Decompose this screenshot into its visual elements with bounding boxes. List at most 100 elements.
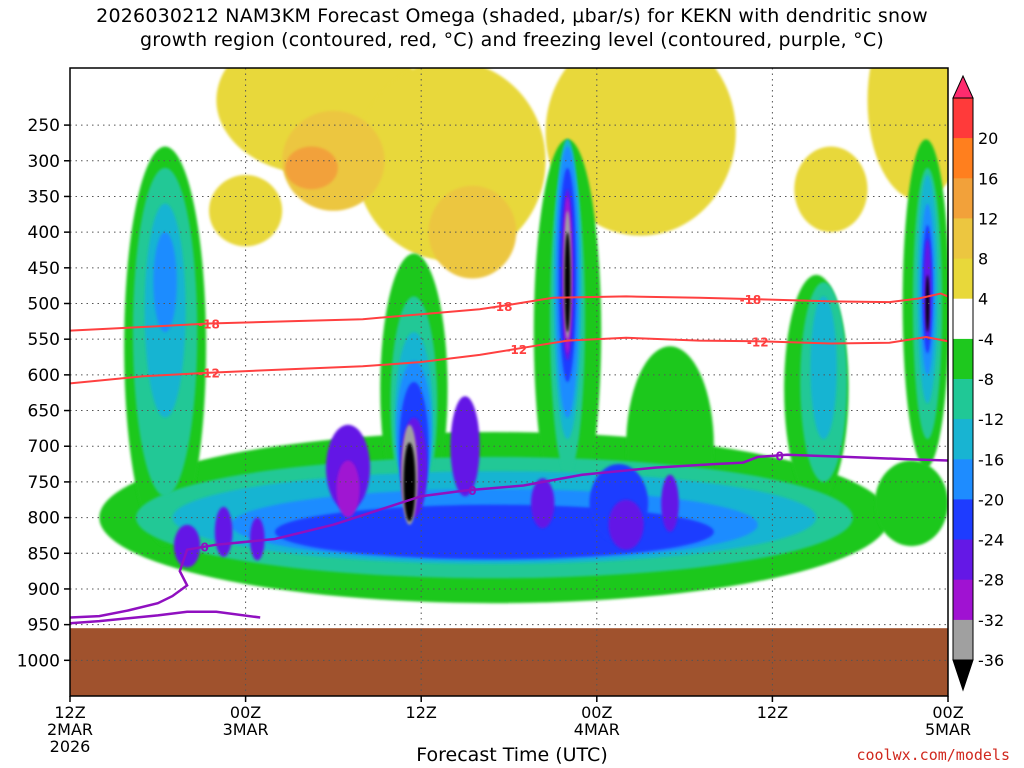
contour-label-zero-1: 0 [468, 484, 476, 498]
grid-lines [69, 68, 949, 696]
colorbar-segment-4 [953, 218, 973, 259]
contour-minus12 [70, 335, 948, 385]
colorbar: 20 16 12 8 4 -4 -8 -12 -16 -20 -24 -28 -32 -36 [952, 74, 1004, 692]
colorbar-label-7: -12 [978, 410, 1004, 429]
contour-label-minus18-1: -18 [491, 300, 513, 314]
xtick-label-48-0: 12Z [757, 703, 788, 722]
contour-freezing-level [70, 453, 948, 619]
ytick-label-800: 800 [28, 509, 60, 529]
ytick-label-400: 400 [28, 223, 60, 243]
ytick-label-750: 750 [28, 473, 60, 493]
colorbar-top-triangle [952, 74, 974, 99]
ytick-label-500: 500 [28, 295, 60, 315]
omega-blob-34 [274, 504, 714, 559]
colorbar-label-11: -28 [978, 571, 1004, 590]
omega-blob-42 [173, 524, 201, 568]
colorbar-segment-2 [953, 138, 973, 179]
omega-blob-8 [285, 146, 338, 190]
plot-frame [69, 67, 949, 697]
omega-blob-3 [545, 68, 736, 236]
colorbar-label-1: 16 [978, 169, 998, 188]
colorbar-segment-13 [953, 579, 973, 621]
colorbar-segment-12 [953, 539, 973, 581]
xtick-label-60-1: 5MAR [925, 720, 971, 739]
ytick-label-950: 950 [28, 616, 60, 636]
title-line-2: growth region (contoured, red, °C) and f… [140, 29, 884, 51]
colorbar-segment-7 [953, 338, 973, 380]
xtick-label-0-1: 2MAR [47, 720, 93, 739]
colorbar-segment-8 [953, 379, 973, 420]
omega-blob-50 [336, 460, 360, 518]
contour-lines: -18 -18 -18 -12 -12 -12 0 0 0 [70, 292, 948, 625]
xtick-label-0-0: 12Z [54, 703, 85, 722]
xtick-label-12-0: 00Z [230, 703, 261, 722]
colorbar-label-0: 20 [978, 129, 998, 148]
contour-label-minus18-2: -18 [740, 293, 762, 307]
contour-label-minus18-0: -18 [198, 317, 220, 331]
ytick-label-900: 900 [28, 580, 60, 600]
omega-blob-56 [564, 232, 571, 333]
omega-blob-55 [403, 442, 416, 522]
colorbar-label-6: -8 [978, 370, 994, 389]
credit-text: coolwx.com/models [856, 746, 1010, 764]
ytick-label-1000: 1000 [17, 651, 60, 671]
colorbar-label-13: -36 [978, 651, 1004, 670]
xtick-label-24-0: 12Z [406, 703, 437, 722]
contour-label-minus12-0: -12 [198, 367, 220, 381]
contour-freezing-level-low [70, 610, 261, 625]
contour-label-zero-0: 0 [200, 541, 208, 555]
colorbar-segment-3 [953, 178, 973, 219]
colorbar-segment-1 [953, 98, 973, 139]
ytick-label-350: 350 [28, 187, 60, 207]
colorbar-segment-14 [953, 619, 973, 661]
omega-blob-46 [608, 499, 644, 550]
colorbar-label-9: -20 [978, 490, 1004, 509]
contour-label-minus12-2: -12 [747, 335, 769, 349]
colorbar-label-10: -24 [978, 531, 1004, 550]
xtick-label-60-0: 00Z [932, 703, 963, 722]
colorbar-label-4: 4 [978, 290, 988, 309]
contour-minus18 [70, 292, 948, 332]
omega-blob-41 [450, 396, 480, 497]
ytick-label-850: 850 [28, 544, 60, 564]
colorbar-segment-10 [953, 459, 973, 500]
colorbar-frame [952, 97, 974, 661]
omega-blob-29 [153, 232, 177, 333]
ytick-label-650: 650 [28, 402, 60, 422]
colorbar-label-8: -16 [978, 450, 1004, 469]
terrain-below-ground [70, 628, 948, 696]
contour-label-minus12-1: -12 [505, 343, 527, 357]
colorbar-segment-6 [953, 298, 973, 340]
ytick-label-600: 600 [28, 366, 60, 386]
x-axis-label: Forecast Time (UTC) [416, 744, 608, 766]
omega-blob-57 [925, 275, 930, 332]
xtick-label-36-1: 4MAR [574, 720, 620, 739]
chart-title: 2026030212 NAM3KM Forecast Omega (shaded… [0, 4, 1024, 52]
ytick-label-450: 450 [28, 259, 60, 279]
xtick-label-12-1: 3MAR [223, 720, 269, 739]
omega-blob-27 [810, 296, 837, 440]
omega-blob-5 [794, 146, 868, 233]
omega-blob-48 [661, 474, 679, 532]
omega-blob-45 [531, 478, 555, 529]
xtick-label-36-0: 00Z [581, 703, 612, 722]
ytick-label-300: 300 [28, 152, 60, 172]
colorbar-segment-5 [953, 258, 973, 300]
colorbar-label-3: 8 [978, 250, 988, 269]
colorbar-segment-11 [953, 499, 973, 540]
ytick-label-700: 700 [28, 437, 60, 457]
colorbar-label-5: -4 [978, 330, 994, 349]
title-line-1: 2026030212 NAM3KM Forecast Omega (shaded… [96, 5, 928, 27]
colorbar-label-2: 12 [978, 209, 998, 228]
omega-blob-44 [249, 517, 265, 561]
ytick-label-550: 550 [28, 330, 60, 350]
colorbar-label-12: -32 [978, 611, 1004, 630]
omega-blob-1 [209, 175, 283, 247]
omega-blob-16 [874, 460, 948, 547]
colorbar-segment-9 [953, 419, 973, 460]
ytick-label-250: 250 [28, 116, 60, 136]
colorbar-bottom-triangle [952, 659, 974, 692]
pressure-axis: 250 300 350 400 450 500 550 600 650 700 750 800 850 9… [17, 116, 70, 671]
